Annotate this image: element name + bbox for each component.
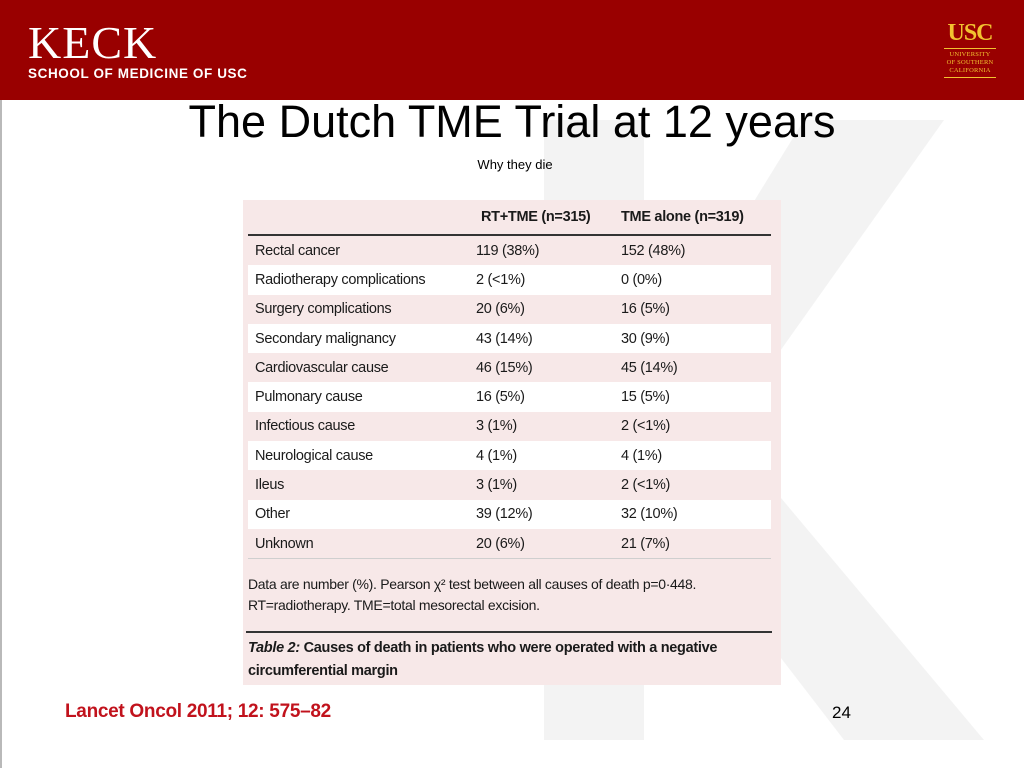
footnote-line-2: RT=radiotherapy. TME=total mesorectal ex… bbox=[248, 597, 540, 613]
slide-title: The Dutch TME Trial at 12 years bbox=[188, 96, 836, 147]
citation: Lancet Oncol 2011; 12: 575–82 bbox=[65, 701, 331, 722]
tme-alone-cell: 15 (5%) bbox=[621, 382, 771, 412]
rt-tme-cell: 39 (12%) bbox=[476, 499, 621, 529]
rt-tme-cell: 3 (1%) bbox=[476, 477, 517, 494]
rt-tme-cell: 16 (5%) bbox=[476, 382, 621, 412]
usc-line-1: UNIVERSITY bbox=[949, 51, 991, 58]
table-row: Radiotherapy complications 2 (<1%) 0 (0%) bbox=[248, 265, 771, 295]
footnote-line-1: Data are number (%). Pearson χ² test bet… bbox=[248, 576, 697, 592]
table-row: Cardiovascular cause 46 (15%) 45 (14%) bbox=[248, 353, 771, 382]
causes-of-death-table: RT+TME (n=315) TME alone (n=319) Rectal … bbox=[248, 200, 771, 560]
rt-tme-cell: 46 (15%) bbox=[476, 359, 533, 376]
cause-cell: Pulmonary cause bbox=[248, 382, 476, 412]
cause-cell: Surgery complications bbox=[255, 301, 392, 318]
caption-label: Table 2: bbox=[248, 640, 300, 656]
table-footnote: Data are number (%). Pearson χ² test bet… bbox=[248, 574, 768, 616]
page-number: 24 bbox=[832, 703, 851, 722]
tme-alone-cell: 2 (<1%) bbox=[621, 418, 671, 435]
usc-line-2: OF SOUTHERN bbox=[946, 59, 994, 66]
usc-line-3: CALIFORNIA bbox=[949, 67, 991, 74]
usc-mark: USC bbox=[947, 20, 993, 46]
cause-cell: Rectal cancer bbox=[255, 242, 340, 259]
cause-cell: Other bbox=[248, 499, 476, 529]
usc-logo: USC UNIVERSITY OF SOUTHERN CALIFORNIA bbox=[944, 20, 996, 80]
table-row: Ileus 3 (1%) 2 (<1%) bbox=[248, 470, 771, 499]
table-row: Surgery complications 20 (6%) 16 (5%) bbox=[248, 295, 771, 324]
left-divider bbox=[0, 100, 2, 768]
rt-tme-cell: 119 (38%) bbox=[476, 242, 540, 259]
cause-cell: Infectious cause bbox=[255, 418, 355, 435]
rt-tme-cell: 3 (1%) bbox=[476, 418, 517, 435]
tme-alone-cell: 30 (9%) bbox=[621, 323, 771, 354]
tme-alone-cell: 21 (7%) bbox=[621, 528, 771, 560]
caption-text: Causes of death in patients who were ope… bbox=[248, 640, 718, 679]
slide-subtitle: Why they die bbox=[477, 157, 553, 172]
rt-tme-cell: 2 (<1%) bbox=[476, 265, 621, 295]
table-row: Infectious cause 3 (1%) 2 (<1%) bbox=[248, 412, 771, 441]
keck-brand-subtitle: SCHOOL OF MEDICINE OF USC bbox=[28, 66, 248, 81]
tme-alone-cell: 4 (1%) bbox=[621, 441, 771, 471]
rt-tme-cell: 20 (6%) bbox=[476, 528, 621, 560]
header-bar: KECK SCHOOL OF MEDICINE OF USC USC UNIVE… bbox=[0, 0, 1024, 100]
tme-alone-cell: 32 (10%) bbox=[621, 499, 771, 529]
table-header-row: RT+TME (n=315) TME alone (n=319) bbox=[248, 200, 771, 236]
table-caption: Table 2: Causes of death in patients who… bbox=[248, 637, 773, 683]
cause-cell: Radiotherapy complications bbox=[248, 265, 476, 295]
rt-tme-cell: 4 (1%) bbox=[476, 441, 621, 471]
tme-alone-cell: 0 (0%) bbox=[621, 265, 771, 295]
rt-tme-cell: 43 (14%) bbox=[476, 323, 621, 354]
rt-tme-cell: 20 (6%) bbox=[476, 301, 525, 318]
table-row: Unknown 20 (6%) 21 (7%) bbox=[248, 528, 771, 560]
tme-alone-cell: 152 (48%) bbox=[621, 242, 686, 259]
cause-cell: Cardiovascular cause bbox=[255, 359, 389, 376]
causes-of-death-table-panel: RT+TME (n=315) TME alone (n=319) Rectal … bbox=[243, 200, 781, 685]
caption-divider bbox=[246, 631, 772, 633]
table-row: Secondary malignancy 43 (14%) 30 (9%) bbox=[248, 323, 771, 354]
table-row: Rectal cancer 119 (38%) 152 (48%) bbox=[248, 235, 771, 265]
cause-cell: Ileus bbox=[255, 477, 285, 494]
tme-alone-cell: 2 (<1%) bbox=[621, 477, 671, 494]
cause-cell: Secondary malignancy bbox=[248, 323, 476, 354]
table-row: Other 39 (12%) 32 (10%) bbox=[248, 499, 771, 529]
column-header-rt-tme: RT+TME (n=315) bbox=[476, 200, 621, 236]
cause-cell: Neurological cause bbox=[248, 441, 476, 471]
column-header-tme-alone: TME alone (n=319) bbox=[621, 200, 771, 236]
tme-alone-cell: 45 (14%) bbox=[621, 359, 678, 376]
cause-cell: Unknown bbox=[248, 528, 476, 560]
keck-brand-name: KECK bbox=[28, 17, 158, 68]
table-row: Neurological cause 4 (1%) 4 (1%) bbox=[248, 441, 771, 471]
column-header-cause bbox=[248, 200, 476, 236]
keck-logo: KECK SCHOOL OF MEDICINE OF USC bbox=[28, 17, 248, 82]
table-row: Pulmonary cause 16 (5%) 15 (5%) bbox=[248, 382, 771, 412]
tme-alone-cell: 16 (5%) bbox=[621, 301, 670, 318]
